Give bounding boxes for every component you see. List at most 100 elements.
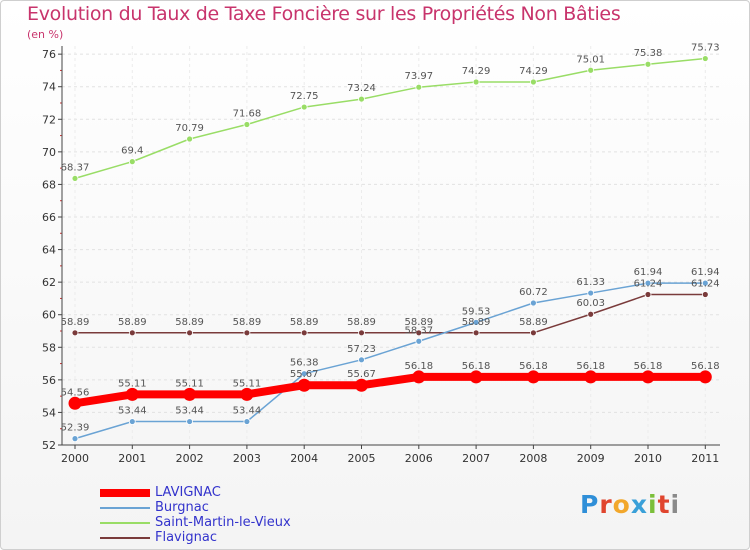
- data-point-lavignac[interactable]: [698, 370, 712, 384]
- data-point-saint_martin[interactable]: [128, 158, 136, 166]
- data-label-burgnac: 59.53: [462, 306, 491, 317]
- data-point-flavignac[interactable]: [644, 291, 652, 298]
- data-label-burgnac: 61.94: [691, 267, 720, 278]
- y-tick-label: 76: [42, 48, 56, 61]
- data-point-saint_martin[interactable]: [243, 121, 251, 128]
- x-tick-label: 2011: [691, 452, 719, 465]
- data-point-lavignac[interactable]: [412, 370, 426, 384]
- data-label-saint_martin: 73.24: [347, 83, 376, 94]
- data-point-lavignac[interactable]: [68, 396, 82, 410]
- data-point-lavignac[interactable]: [125, 387, 139, 401]
- data-label-burgnac: 53.44: [233, 406, 262, 417]
- data-point-burgnac[interactable]: [71, 435, 79, 443]
- data-label-saint_martin: 72.75: [290, 91, 319, 102]
- data-point-flavignac[interactable]: [358, 329, 365, 337]
- legend-swatch-saint-martin: [100, 521, 150, 524]
- data-label-lavignac: 56.18: [462, 361, 491, 372]
- y-tick-label: 72: [42, 113, 56, 126]
- y-tick-label: 60: [42, 309, 56, 322]
- data-point-lavignac[interactable]: [641, 370, 655, 384]
- data-point-saint_martin[interactable]: [300, 103, 308, 111]
- data-label-lavignac: 55.11: [118, 378, 147, 389]
- data-label-lavignac: 55.11: [175, 378, 204, 389]
- data-point-burgnac[interactable]: [701, 279, 709, 287]
- data-point-burgnac[interactable]: [358, 356, 365, 364]
- data-point-flavignac[interactable]: [701, 291, 709, 298]
- data-point-flavignac[interactable]: [415, 329, 423, 337]
- y-tick-label: 68: [42, 178, 56, 191]
- series-line-burgnac: [74, 282, 707, 440]
- data-point-burgnac[interactable]: [300, 370, 308, 378]
- data-point-flavignac[interactable]: [530, 329, 537, 337]
- x-tick-label: 2006: [405, 452, 433, 465]
- data-point-flavignac[interactable]: [472, 329, 480, 337]
- legend-label: Burgnac: [155, 500, 209, 515]
- data-point-saint_martin[interactable]: [415, 83, 423, 91]
- data-point-saint_martin[interactable]: [587, 66, 595, 74]
- data-point-lavignac[interactable]: [526, 370, 540, 384]
- x-tick-label: 2005: [348, 452, 376, 465]
- data-label-flavignac: 60.03: [576, 298, 605, 309]
- data-point-burgnac[interactable]: [530, 299, 537, 307]
- data-point-flavignac[interactable]: [243, 329, 251, 337]
- y-tick-label: 58: [42, 341, 56, 354]
- data-point-saint_martin[interactable]: [530, 78, 537, 86]
- data-point-lavignac[interactable]: [355, 378, 368, 392]
- data-point-burgnac[interactable]: [186, 418, 194, 425]
- data-point-burgnac[interactable]: [644, 279, 652, 287]
- data-point-flavignac[interactable]: [128, 329, 136, 337]
- data-label-flavignac: 61.24: [691, 279, 720, 290]
- data-label-saint_martin: 71.68: [233, 108, 262, 119]
- x-tick-label: 2008: [519, 452, 547, 465]
- data-point-burgnac[interactable]: [472, 318, 480, 326]
- data-label-flavignac: 58.89: [175, 317, 204, 328]
- x-tick-label: 2009: [577, 452, 605, 465]
- data-point-flavignac[interactable]: [587, 310, 595, 318]
- data-label-lavignac: 56.18: [576, 361, 605, 372]
- data-label-saint_martin: 68.37: [61, 162, 90, 173]
- data-point-saint_martin[interactable]: [701, 55, 709, 62]
- data-point-flavignac[interactable]: [300, 329, 308, 337]
- data-point-lavignac[interactable]: [183, 387, 197, 401]
- data-point-burgnac[interactable]: [415, 337, 423, 345]
- data-label-saint_martin: 74.29: [462, 66, 491, 77]
- data-point-lavignac[interactable]: [240, 387, 254, 401]
- data-label-saint_martin: 69.4: [121, 146, 143, 157]
- y-tick-label: 56: [42, 374, 56, 387]
- data-point-saint_martin[interactable]: [358, 95, 365, 103]
- legend-item-burgnac[interactable]: Burgnac: [100, 500, 291, 515]
- data-point-lavignac[interactable]: [469, 370, 483, 384]
- data-point-lavignac[interactable]: [297, 378, 311, 392]
- data-label-lavignac: 56.18: [519, 361, 548, 372]
- x-tick-label: 2007: [462, 452, 490, 465]
- data-point-saint_martin[interactable]: [472, 78, 480, 86]
- proxiti-logo: Proxiti: [580, 490, 681, 519]
- data-label-saint_martin: 73.97: [404, 71, 433, 82]
- data-label-lavignac: 55.11: [233, 378, 262, 389]
- legend: LAVIGNAC Burgnac Saint-Martin-le-Vieux F…: [100, 485, 291, 545]
- legend-swatch-burgnac: [100, 506, 150, 509]
- legend-item-flavignac[interactable]: Flavignac: [100, 530, 291, 545]
- x-tick-label: 2001: [118, 452, 146, 465]
- axes: 52 54 56 58 60 62 64 66 68 70 72 74 76 2000 2001 2002 20…: [42, 46, 720, 465]
- data-label-burgnac: 58.37: [404, 325, 433, 336]
- legend-item-saint-martin[interactable]: Saint-Martin-le-Vieux: [100, 515, 291, 530]
- data-point-saint_martin[interactable]: [644, 60, 652, 68]
- legend-item-lavignac[interactable]: LAVIGNAC: [100, 485, 291, 500]
- y-tick-label: 70: [42, 146, 56, 159]
- y-tick-label: 74: [42, 81, 56, 94]
- data-point-burgnac[interactable]: [128, 418, 136, 425]
- data-label-lavignac: 56.18: [691, 361, 720, 372]
- data-point-saint_martin[interactable]: [71, 175, 79, 182]
- data-point-saint_martin[interactable]: [186, 135, 194, 143]
- legend-label: LAVIGNAC: [155, 485, 221, 500]
- data-point-flavignac[interactable]: [186, 329, 194, 337]
- data-label-saint_martin: 74.29: [519, 66, 548, 77]
- data-point-flavignac[interactable]: [71, 329, 79, 337]
- data-point-burgnac[interactable]: [243, 418, 251, 425]
- data-point-lavignac[interactable]: [584, 370, 598, 384]
- data-point-burgnac[interactable]: [587, 289, 595, 297]
- data-label-flavignac: 61.24: [634, 279, 663, 290]
- x-tick-label: 2002: [176, 452, 204, 465]
